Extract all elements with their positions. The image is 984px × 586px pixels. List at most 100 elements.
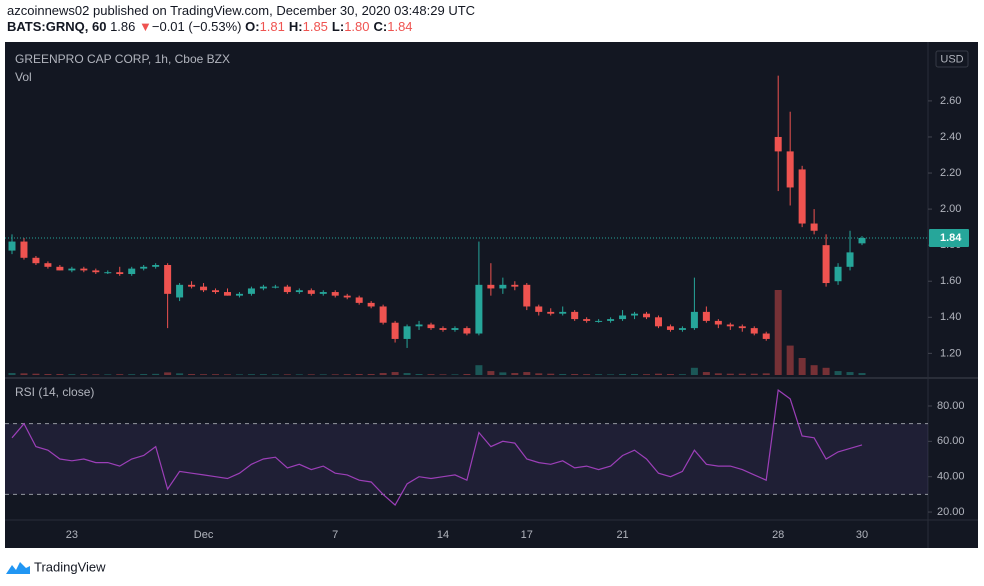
volume-bar <box>726 373 734 375</box>
volume-bar <box>355 374 363 375</box>
candle-body <box>68 268 76 271</box>
y-tick-label: 2.40 <box>940 131 961 143</box>
ohlc-value: 1.81 <box>259 19 285 34</box>
ohlc-value: 1.80 <box>344 19 370 34</box>
candle-body <box>259 286 267 289</box>
ohlc-label: L: <box>331 19 345 34</box>
candle-body <box>678 328 686 330</box>
volume-bar <box>607 374 615 375</box>
candle-body <box>559 311 567 314</box>
volume-bar <box>654 373 662 375</box>
candle-body <box>271 286 279 288</box>
volume-bar <box>68 374 76 375</box>
rsi-band <box>5 423 928 495</box>
volume-bar <box>319 374 327 375</box>
candle-body <box>415 324 423 327</box>
x-tick-label: 28 <box>772 529 784 541</box>
ohlc-value: 1.84 <box>387 19 413 34</box>
publisher: azcoinnews02 published on TradingView.co… <box>7 3 476 18</box>
candle-body <box>188 284 196 287</box>
candle-body <box>283 286 291 293</box>
candle-body <box>140 266 148 269</box>
candle-body <box>571 311 579 320</box>
volume-bar <box>714 373 722 375</box>
volume-bar <box>523 372 531 375</box>
volume-bar <box>571 374 579 375</box>
volume-bar <box>702 372 710 375</box>
volume-bar <box>690 367 698 375</box>
change-arrow: ▼ <box>139 19 152 34</box>
volume-bar <box>259 374 267 375</box>
volume-bar <box>439 374 447 375</box>
candle-body <box>8 241 16 251</box>
volume-bar <box>451 374 459 375</box>
y-tick-label: 80.00 <box>937 400 965 412</box>
candle-body <box>834 266 842 282</box>
candle-body <box>607 319 615 321</box>
candle-body <box>714 320 722 325</box>
volume-bar <box>403 373 411 375</box>
volume-bar <box>212 374 220 375</box>
candle-body <box>702 311 710 321</box>
volume-bar <box>283 374 291 375</box>
volume-bar <box>595 374 603 375</box>
y-tick-label: 1.60 <box>940 275 961 287</box>
y-tick-label: 2.20 <box>940 167 961 179</box>
candle-body <box>583 319 591 321</box>
x-tick-label: 14 <box>437 529 449 541</box>
candle-body <box>44 263 52 267</box>
brand-name: TradingView <box>34 559 106 574</box>
y-tick-label: 20.00 <box>937 506 965 518</box>
rsi-title: RSI (14, close) <box>15 385 94 399</box>
volume-bar <box>223 374 231 375</box>
ohlc-label: O: <box>245 19 260 34</box>
candle-body <box>164 265 172 294</box>
volume-bar <box>152 373 160 375</box>
volume-bar <box>295 374 303 375</box>
ohlc-value: 1.85 <box>302 19 328 34</box>
volume-label: Vol <box>15 70 32 84</box>
x-tick-label: 17 <box>521 529 533 541</box>
candle-body <box>726 324 734 327</box>
volume-bar <box>810 365 818 375</box>
volume-bar <box>475 365 483 375</box>
y-tick-label: 1.40 <box>940 311 961 323</box>
volume-bar <box>798 358 806 375</box>
candle-body <box>738 326 746 329</box>
candle-body <box>319 292 327 294</box>
candle-body <box>403 326 411 339</box>
volume-bar <box>666 374 674 375</box>
candle-body <box>427 324 435 329</box>
y-tick-label: 40.00 <box>937 471 965 483</box>
candle-body <box>595 320 603 322</box>
candle-body <box>20 241 28 258</box>
last-price-label: 1.84 <box>940 232 962 244</box>
candle-body <box>307 290 315 294</box>
candle-body <box>822 245 830 284</box>
volume-bar <box>511 373 519 375</box>
candle-body <box>379 306 387 323</box>
volume-bar <box>786 345 794 375</box>
candle-body <box>463 328 471 334</box>
currency: USD <box>940 53 963 65</box>
candle-body <box>499 284 507 289</box>
ohlc-label: H: <box>288 19 303 34</box>
candle-body <box>619 315 627 320</box>
x-tick-label: 30 <box>856 529 868 541</box>
candle-body <box>666 326 674 330</box>
ohlc-label: C: <box>373 19 388 34</box>
candle-body <box>547 311 555 314</box>
candle-body <box>128 268 136 275</box>
candle-body <box>475 284 483 334</box>
volume-bar <box>750 373 758 375</box>
volume-bar <box>547 373 555 375</box>
x-tick-label: 21 <box>616 529 628 541</box>
candle-body <box>643 313 651 318</box>
last-price-tag <box>929 228 969 247</box>
y-tick-label: 60.00 <box>937 435 965 447</box>
volume-bar <box>631 374 639 375</box>
volume-bar <box>367 374 375 375</box>
volume-bar <box>583 374 591 375</box>
candle-body <box>750 328 758 334</box>
